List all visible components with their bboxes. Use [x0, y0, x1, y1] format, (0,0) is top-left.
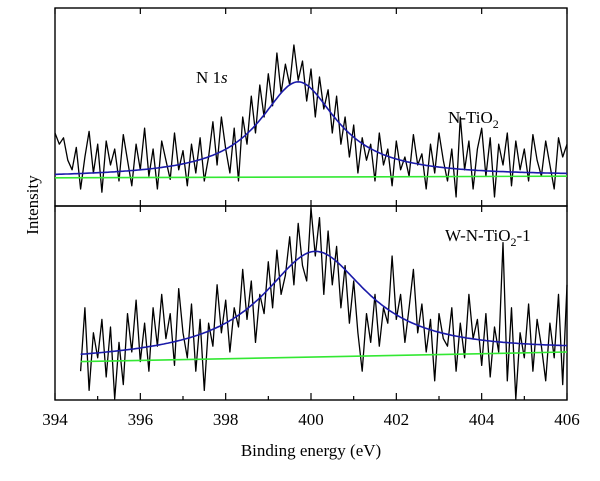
- sample-label-sub: 2: [511, 235, 517, 249]
- sample-label-sub: 2: [493, 117, 499, 131]
- raw-spectrum-line: [79, 207, 568, 400]
- peak-label-main: N 1: [196, 68, 221, 87]
- plot-series: [54, 44, 568, 400]
- x-tick-label: 398: [213, 410, 239, 429]
- sample-label-n-tio2: N-TiO2: [448, 108, 499, 131]
- sample-label-main: N-TiO: [448, 108, 493, 127]
- x-tick-label: 396: [128, 410, 154, 429]
- fitted-peak-curve: [54, 80, 568, 176]
- peak-label-italic: s: [221, 68, 228, 87]
- x-tick-label: 394: [42, 410, 68, 429]
- x-axis-title: Binding energy (eV): [241, 441, 381, 460]
- x-tick-labels: 394 396 398 400 402 404 406: [42, 410, 580, 429]
- sample-label-w-n-tio2-1: W-N-TiO2-1: [445, 226, 531, 249]
- y-axis-title: Intensity: [23, 175, 42, 235]
- sample-label-tail: -1: [517, 226, 531, 245]
- x-tick-label: 404: [469, 410, 495, 429]
- sample-label-main: W-N-TiO: [445, 226, 511, 245]
- x-tick-label: 402: [384, 410, 410, 429]
- baseline-line: [80, 351, 568, 363]
- x-tick-label: 406: [554, 410, 580, 429]
- peak-label-n1s: N 1s: [196, 68, 228, 87]
- x-tick-label: 400: [298, 410, 324, 429]
- fitted-peak-curve: [80, 250, 568, 356]
- baseline-line: [54, 175, 568, 179]
